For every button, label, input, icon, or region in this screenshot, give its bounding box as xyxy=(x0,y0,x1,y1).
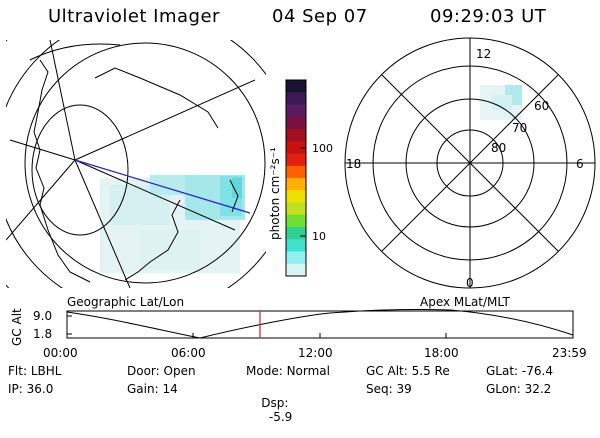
glon-value: 32.2 xyxy=(524,382,552,396)
colorbar-cell xyxy=(286,80,306,93)
filter-key: Flt: xyxy=(8,364,27,378)
gain-field: Gain: 14 xyxy=(127,382,178,396)
gc-alt-value: 5.5 Re xyxy=(411,364,450,378)
mlat-70-label: 70 xyxy=(512,121,527,135)
geographic-map xyxy=(6,40,266,288)
glat-field: GLat: -76.4 xyxy=(486,364,553,378)
door-value: Open xyxy=(163,364,196,378)
seq-key: Seq: xyxy=(366,382,393,396)
gain-value: 14 xyxy=(162,382,178,396)
colorbar-cell xyxy=(286,263,306,277)
colorbar-tick-100: 100 xyxy=(312,142,333,155)
mlt-6-label: 6 xyxy=(576,157,584,171)
xtick-0600: 06:00 xyxy=(171,346,206,360)
colorbar-cell xyxy=(286,165,306,179)
door-field: Door: Open xyxy=(127,364,196,378)
instrument-title: Ultraviolet Imager xyxy=(48,6,220,27)
colorbar-cell xyxy=(286,227,306,240)
gc-alt-key: GC Alt: xyxy=(366,364,408,378)
ytick-9: 9.0 xyxy=(33,309,52,323)
figure-canvas: 100 10 photon cm⁻²s⁻¹ 12 6 0 18 60 70 80 xyxy=(6,37,596,360)
colorbar-cell xyxy=(286,153,306,167)
seq-value: 39 xyxy=(396,382,412,396)
colorbar: 100 10 photon cm⁻²s⁻¹ xyxy=(268,79,333,277)
colorbar-cell xyxy=(286,104,306,118)
colorbar-cell xyxy=(286,239,306,252)
glon-field: GLon: 32.2 xyxy=(486,382,551,396)
ytick-1-8: 1.8 xyxy=(33,327,52,341)
mlat-60-label: 60 xyxy=(534,99,549,113)
glon-key: GLon: xyxy=(486,382,521,396)
polar-plot: 12 6 0 18 60 70 80 xyxy=(344,37,596,290)
colorbar-cell xyxy=(286,190,306,203)
timeline-left-title: Geographic Lat/Lon xyxy=(67,295,184,309)
door-key: Door: xyxy=(127,364,160,378)
glat-key: GLat: xyxy=(486,364,519,378)
colorbar-tick-10: 10 xyxy=(312,230,326,243)
mlt-18-label: 18 xyxy=(346,157,361,171)
colorbar-cell xyxy=(286,251,306,265)
dsp-value: -5.9 xyxy=(261,410,293,424)
status-row-1: Flt: LBHL xyxy=(8,364,61,378)
mode-key: Mode: xyxy=(246,364,283,378)
mode-field: Mode: Normal xyxy=(246,364,330,378)
altitude-timeline: Geographic Lat/Lon Apex MLat/MLT GC Alt … xyxy=(10,295,587,360)
mlt-0-label: 0 xyxy=(466,276,474,290)
colorbar-unit-label: photon cm⁻²s⁻¹ xyxy=(268,147,282,240)
dsp-field: Dsp: -5.9 xyxy=(246,382,292,438)
emission-patch-polar xyxy=(480,85,522,120)
xtick-2359: 23:59 xyxy=(552,346,587,360)
timeline-right-title: Apex MLat/MLT xyxy=(420,295,510,309)
mlat-80-label: 80 xyxy=(491,141,506,155)
ip-field: IP: 36.0 xyxy=(8,382,53,396)
ip-value: 36.0 xyxy=(26,382,54,396)
filter-value: LBHL xyxy=(30,364,62,378)
xtick-1200: 12:00 xyxy=(298,346,333,360)
ip-key: IP: xyxy=(8,382,23,396)
colorbar-cell xyxy=(286,178,306,191)
glat-value: -76.4 xyxy=(521,364,553,378)
xtick-1800: 18:00 xyxy=(424,346,459,360)
dsp-key: Dsp: xyxy=(261,396,289,410)
colorbar-cell xyxy=(286,116,306,130)
timeline-ylabel: GC Alt xyxy=(10,308,24,346)
date-label: 04 Sep 07 xyxy=(272,6,368,27)
gain-key: Gain: xyxy=(127,382,159,396)
colorbar-cell xyxy=(286,141,306,154)
mode-value: Normal xyxy=(286,364,330,378)
colorbar-cell xyxy=(286,202,306,216)
mlt-12-label: 12 xyxy=(476,47,491,61)
gc-alt-field: GC Alt: 5.5 Re xyxy=(366,364,450,378)
seq-field: Seq: 39 xyxy=(366,382,412,396)
colorbar-cell xyxy=(286,214,306,228)
colorbar-cell xyxy=(286,129,306,142)
colorbar-cell xyxy=(286,92,306,105)
xtick-0000: 00:00 xyxy=(43,346,78,360)
time-label: 09:29:03 UT xyxy=(430,6,547,27)
